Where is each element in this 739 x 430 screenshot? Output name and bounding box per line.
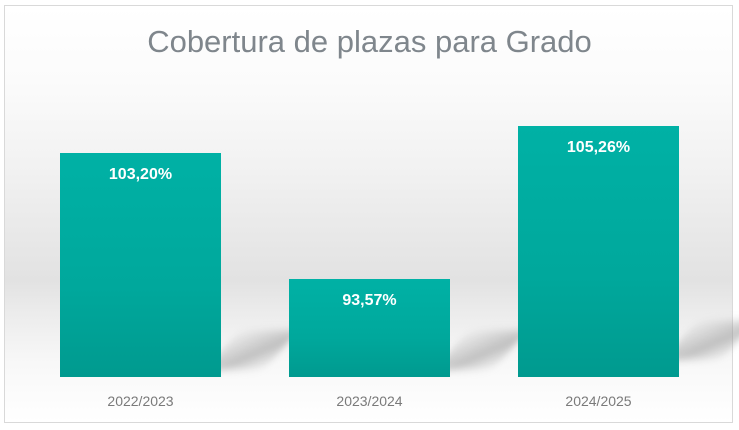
data-label: 93,57% xyxy=(342,292,397,309)
x-tick-label: 2022/2023 xyxy=(107,393,174,409)
bar-2022-2023: 103,20% xyxy=(60,153,221,377)
data-label: 105,26% xyxy=(566,139,631,156)
bar-2023-2024: 93,57% xyxy=(289,279,450,377)
data-label: 103,20% xyxy=(108,166,173,183)
bar-2024-2025: 105,26% xyxy=(518,126,679,377)
x-tick-label: 2023/2024 xyxy=(336,393,403,409)
chart-title: Cobertura de plazas para Grado xyxy=(147,24,592,59)
x-tick-label: 2024/2025 xyxy=(565,393,632,409)
